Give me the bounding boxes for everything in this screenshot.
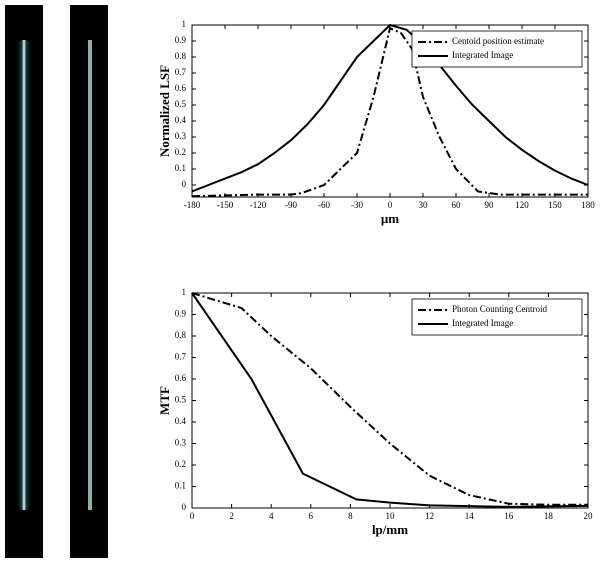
image-line bbox=[88, 40, 92, 510]
y-tick-label: 0.9 bbox=[175, 35, 187, 45]
x-tick-label: 0 bbox=[388, 200, 393, 210]
y-tick-label: 0.1 bbox=[175, 481, 186, 491]
y-tick-label: 0.3 bbox=[175, 438, 187, 448]
y-tick-label: 0.6 bbox=[175, 373, 187, 383]
y-tick-label: 0.1 bbox=[175, 163, 186, 173]
x-tick-label: 90 bbox=[485, 200, 495, 210]
y-tick-label: 0.7 bbox=[175, 67, 187, 77]
y-axis-title: MTF bbox=[157, 386, 172, 415]
legend bbox=[411, 298, 583, 336]
y-tick-label: 0.5 bbox=[175, 395, 187, 405]
y-tick-label: 0.7 bbox=[175, 352, 187, 362]
x-axis-title: lp/mm bbox=[372, 522, 408, 537]
y-tick-label: 0.5 bbox=[175, 99, 187, 109]
x-tick-label: 8 bbox=[348, 511, 353, 521]
x-tick-label: 6 bbox=[309, 511, 314, 521]
y-tick-label: 0.6 bbox=[175, 83, 187, 93]
x-tick-label: 18 bbox=[544, 511, 554, 521]
x-tick-label: 4 bbox=[269, 511, 274, 521]
x-tick-label: 2 bbox=[229, 511, 234, 521]
series-line bbox=[191, 292, 589, 508]
x-axis-title: μm bbox=[381, 211, 399, 226]
image-line bbox=[17, 40, 31, 510]
x-tick-label: 150 bbox=[548, 200, 562, 210]
x-tick-label: -150 bbox=[217, 200, 234, 210]
y-tick-label: 0.4 bbox=[175, 115, 187, 125]
legend bbox=[411, 30, 583, 68]
legend-label: Integrated Image bbox=[452, 50, 513, 60]
x-tick-label: 14 bbox=[465, 511, 475, 521]
series-line bbox=[191, 26, 588, 198]
x-tick-label: -120 bbox=[250, 200, 267, 210]
y-tick-label: 0.8 bbox=[175, 51, 187, 61]
x-tick-label: -60 bbox=[318, 200, 330, 210]
legend-label: Photon Counting Centroid bbox=[452, 304, 548, 314]
y-tick-label: 1 bbox=[182, 287, 187, 297]
x-tick-label: 12 bbox=[425, 511, 434, 521]
series-line bbox=[191, 292, 588, 506]
y-tick-label: 0.3 bbox=[175, 131, 187, 141]
x-tick-label: 60 bbox=[452, 200, 462, 210]
legend-label: Centoid position estimate bbox=[452, 36, 544, 46]
x-tick-label: 20 bbox=[584, 511, 594, 521]
y-axis-title: Normalized LSF bbox=[157, 65, 172, 157]
y-tick-label: 0 bbox=[182, 502, 187, 512]
y-tick-label: 0.4 bbox=[175, 416, 187, 426]
x-tick-label: 16 bbox=[504, 511, 514, 521]
legend-label: Integrated Image bbox=[452, 318, 513, 328]
series-line bbox=[191, 23, 589, 193]
x-tick-label: -30 bbox=[351, 200, 363, 210]
x-tick-label: -90 bbox=[285, 200, 297, 210]
y-tick-label: 0.8 bbox=[175, 330, 187, 340]
x-tick-label: 120 bbox=[515, 200, 529, 210]
x-tick-label: -180 bbox=[184, 200, 201, 210]
x-tick-label: 0 bbox=[190, 511, 195, 521]
x-tick-label: 10 bbox=[386, 511, 396, 521]
y-tick-label: 0 bbox=[182, 179, 187, 189]
y-tick-label: 1 bbox=[182, 19, 187, 29]
y-tick-label: 0.2 bbox=[175, 459, 186, 469]
x-tick-label: 30 bbox=[419, 200, 429, 210]
x-tick-label: 180 bbox=[581, 200, 595, 210]
y-tick-label: 0.2 bbox=[175, 147, 186, 157]
y-tick-label: 0.9 bbox=[175, 309, 187, 319]
